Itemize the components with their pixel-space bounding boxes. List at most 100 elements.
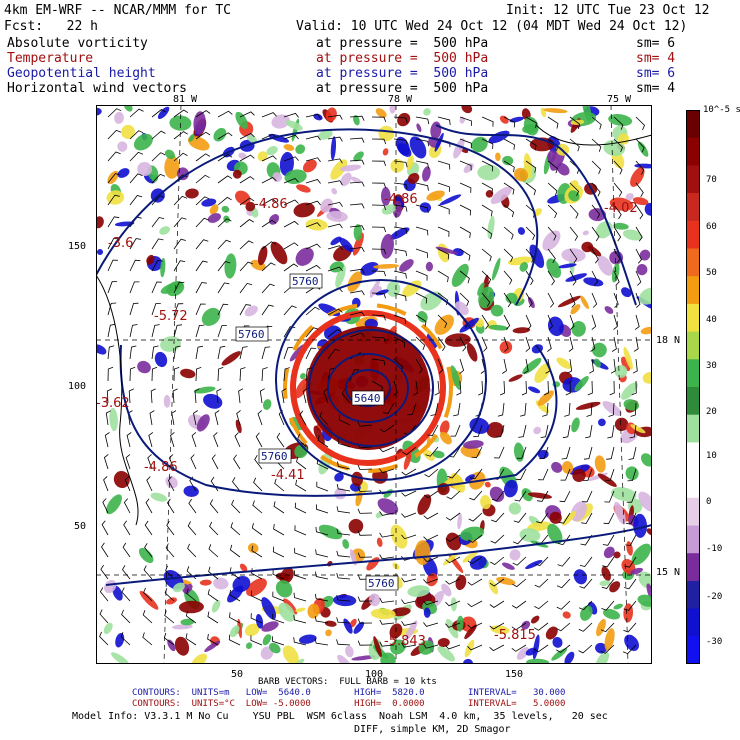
forecast-hour: Fcst: 22 h (4, 19, 98, 34)
wind-barb (173, 152, 188, 162)
wind-barb (305, 367, 313, 382)
wind-barb (447, 468, 461, 479)
diff-info: DIFF, simple KM, 2D Smagor (354, 724, 511, 735)
wind-barb (124, 476, 131, 492)
wind-barb (99, 587, 109, 602)
wind-barb (102, 498, 109, 514)
wind-barb (336, 617, 351, 624)
wind-barb (317, 435, 329, 448)
wind-barb (190, 454, 197, 470)
vorticity-blob (426, 190, 445, 201)
vorticity-blob (457, 513, 462, 530)
wind-barb (379, 424, 395, 433)
wind-barb (561, 446, 571, 460)
wind-barb (591, 204, 601, 219)
wind-barb (217, 110, 233, 118)
wind-barb (195, 282, 207, 294)
vorticity-blob (121, 124, 135, 139)
vorticity-blob (611, 487, 637, 502)
wind-barb (516, 446, 527, 459)
wind-barb (547, 336, 552, 352)
vorticity-blob (499, 340, 513, 354)
vorticity-blob (525, 559, 543, 570)
map-grid (96, 105, 652, 664)
vorticity-blob (353, 151, 364, 162)
wind-barb (489, 622, 505, 630)
wind-barb (437, 248, 450, 260)
wind-barb (437, 358, 444, 374)
wind-barb (547, 204, 558, 219)
vorticity-blob (423, 108, 431, 116)
vorticity-blob (565, 273, 587, 282)
wind-barb (467, 622, 483, 629)
wind-barb (217, 175, 233, 184)
wind-barb (349, 181, 365, 187)
vorticity-blob (299, 373, 306, 380)
wind-barb (357, 421, 373, 427)
wind-barb (601, 578, 615, 589)
wind-barb (415, 336, 426, 351)
wind-barb (293, 637, 307, 646)
wind-barb (107, 281, 118, 294)
vorticity-blob (561, 248, 586, 263)
wind-barb (106, 388, 113, 404)
vorticity-blob (207, 213, 222, 223)
wind-barb (261, 283, 275, 294)
vorticity-blob (639, 249, 651, 261)
wind-barb (569, 116, 581, 130)
wind-barb (591, 226, 600, 242)
wind-barb (635, 138, 645, 153)
wind-barb (107, 345, 115, 360)
x-tick-50: 50 (231, 669, 244, 680)
vorticity-blob (174, 636, 190, 656)
temperature-label: -4.86 (384, 192, 418, 207)
vorticity-blob (224, 253, 237, 279)
vorticity-blob (160, 257, 166, 278)
wind-barb (239, 304, 251, 316)
wind-barb (239, 282, 253, 294)
vorticity-blob (244, 305, 258, 317)
vorticity-blob (471, 136, 488, 153)
wind-barb (261, 198, 277, 206)
wind-barb (281, 388, 287, 404)
wind-barb (173, 345, 181, 360)
wind-barb (499, 380, 506, 396)
wind-barb (283, 199, 299, 206)
wind-barb (569, 182, 579, 197)
wind-barb (214, 410, 220, 426)
wind-barb (525, 336, 531, 352)
wind-barb (349, 247, 365, 252)
field-sm-geopotential: sm= 6 (636, 66, 676, 81)
vorticity-blob (353, 115, 360, 126)
height-label-box (365, 575, 399, 591)
wind-barb (453, 402, 461, 417)
wind-barb (445, 534, 461, 542)
wind-barb (446, 490, 461, 500)
wind-barb (434, 380, 440, 396)
wind-barb (172, 388, 178, 404)
vorticity-blob (490, 625, 510, 635)
wind-barb (511, 600, 527, 609)
vorticity-blob (245, 642, 253, 649)
wind-barb (502, 358, 507, 374)
wind-barb (415, 204, 429, 214)
wind-barb (611, 336, 617, 352)
vorticity-blob (484, 481, 491, 488)
valid-time: Valid: 10 UTC Wed 24 Oct 12 (04 MDT Wed … (296, 19, 688, 34)
vorticity-blob (345, 645, 354, 658)
wind-barb (481, 204, 493, 217)
wind-barb (371, 314, 386, 321)
wind-barb (188, 498, 197, 514)
wind-barb (195, 217, 209, 228)
wind-barb (371, 160, 387, 167)
vorticity-blob (262, 399, 272, 410)
wind-barb (481, 248, 492, 262)
lon-label-81w: 81 W (173, 94, 198, 105)
vorticity-blob (570, 304, 581, 315)
vorticity-blob (495, 152, 501, 162)
vorticity-blob (477, 164, 501, 181)
coastlines (96, 124, 652, 526)
vorticity-blob (151, 174, 159, 183)
wind-barb (273, 524, 285, 536)
wind-barb (393, 292, 407, 302)
